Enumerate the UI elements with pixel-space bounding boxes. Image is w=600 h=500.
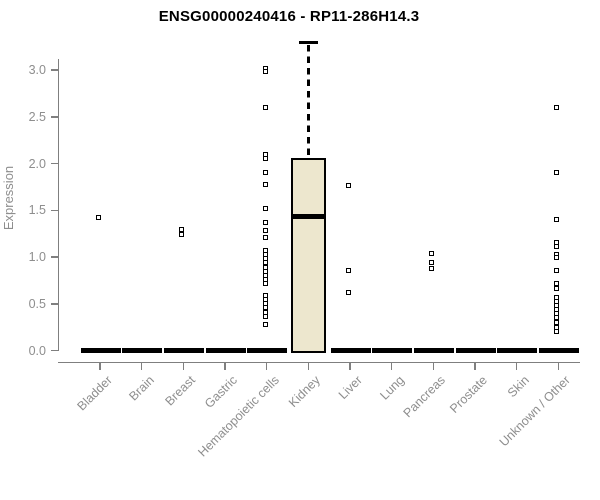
- zero-outlier-point: [115, 348, 121, 354]
- y-tick-label: 3.0: [28, 63, 46, 77]
- outlier-point: [346, 267, 351, 273]
- outlier-point: [262, 268, 268, 274]
- y-tick-label: 1.0: [28, 250, 46, 265]
- outlier-point: [554, 324, 560, 330]
- outlier-point: [554, 217, 560, 223]
- zero-median-bar: [80, 348, 118, 354]
- outlier-point: [262, 220, 268, 225]
- y-tick: [50, 162, 58, 165]
- x-axis-line: [57, 361, 580, 364]
- outlier-point: [554, 329, 560, 335]
- outlier-point: [429, 250, 435, 256]
- outlier-point: [96, 215, 101, 221]
- x-tick: [390, 362, 393, 370]
- outlier-point: [554, 285, 560, 291]
- outlier-point: [262, 255, 268, 261]
- median-line: [290, 214, 326, 220]
- outlier-point: [554, 239, 560, 245]
- zero-median-bar: [122, 348, 160, 354]
- outlier-point: [554, 320, 560, 326]
- y-tick-label: 2.0: [28, 156, 46, 171]
- outlier-point: [429, 260, 435, 266]
- outlier-point: [262, 205, 268, 211]
- y-axis-title: Expression: [1, 165, 16, 231]
- x-tick: [307, 362, 310, 370]
- zero-outlier-point: [157, 348, 163, 354]
- x-tick: [349, 362, 351, 370]
- zero-outlier-point: [532, 348, 538, 354]
- outlier-point: [346, 182, 351, 188]
- x-tick: [557, 362, 560, 370]
- outlier-point: [262, 181, 268, 187]
- outlier-point: [554, 170, 560, 176]
- outlier-point: [262, 170, 268, 176]
- outlier-point: [262, 156, 268, 162]
- y-tick: [50, 209, 58, 212]
- zero-outlier-point: [407, 348, 413, 354]
- zero-outlier-point: [198, 348, 204, 354]
- y-tick-label: 0.0: [28, 343, 46, 358]
- zero-outlier-point: [365, 348, 371, 354]
- zero-median-bar: [330, 348, 368, 354]
- zero-median-bar: [538, 348, 576, 354]
- y-tick-label: 2.5: [28, 109, 46, 124]
- zero-median-bar: [205, 348, 243, 354]
- outlier-point: [179, 227, 185, 233]
- outlier-point: [262, 260, 268, 266]
- zero-outlier-point: [573, 348, 579, 354]
- zero-median-bar: [413, 348, 451, 354]
- outlier-point: [554, 315, 560, 321]
- x-tick: [265, 362, 268, 370]
- zero-outlier-point: [448, 348, 454, 354]
- outlier-point: [262, 296, 268, 302]
- zero-median-bar: [247, 348, 285, 354]
- zero-median-bar: [455, 348, 493, 354]
- y-tick: [50, 349, 58, 352]
- x-tick: [515, 362, 518, 370]
- x-tick: [140, 362, 143, 370]
- outlier-point: [554, 244, 560, 250]
- outlier-point: [262, 280, 268, 286]
- zero-median-bar: [497, 348, 535, 354]
- zero-outlier-point: [282, 348, 288, 354]
- outlier-point: [554, 310, 560, 316]
- x-tick: [432, 362, 435, 370]
- outlier-point: [554, 254, 560, 260]
- outlier-point: [554, 104, 560, 110]
- outlier-point: [179, 232, 185, 238]
- outlier-point: [554, 298, 560, 304]
- y-tick: [50, 303, 58, 305]
- outlier-point: [262, 69, 268, 75]
- x-tick: [99, 362, 101, 370]
- y-tick: [50, 256, 58, 258]
- box: [290, 157, 326, 353]
- zero-outlier-point: [490, 348, 496, 354]
- whisker: [307, 44, 310, 158]
- whisker-cap: [298, 41, 318, 45]
- outlier-point: [262, 104, 268, 110]
- outlier-point: [429, 265, 435, 271]
- chart-title: ENSG00000240416 - RP11-286H14.3: [158, 8, 420, 25]
- x-tick: [182, 362, 185, 370]
- outlier-point: [346, 290, 351, 296]
- outlier-point: [262, 234, 268, 240]
- outlier-point: [262, 313, 268, 319]
- y-tick-label: 0.5: [28, 296, 46, 311]
- zero-median-bar: [372, 348, 410, 354]
- y-tick: [50, 115, 58, 118]
- y-tick: [50, 69, 58, 71]
- y-axis-line: [57, 59, 60, 351]
- outlier-point: [262, 322, 268, 327]
- zero-median-bar: [163, 348, 201, 354]
- outlier-point: [262, 228, 268, 234]
- outlier-point: [554, 267, 560, 273]
- outlier-point: [554, 280, 560, 286]
- outlier-point: [262, 151, 268, 157]
- x-tick: [224, 362, 226, 370]
- x-tick: [474, 362, 476, 370]
- zero-outlier-point: [240, 348, 246, 354]
- outlier-point: [262, 305, 268, 311]
- y-tick-label: 1.5: [28, 203, 46, 218]
